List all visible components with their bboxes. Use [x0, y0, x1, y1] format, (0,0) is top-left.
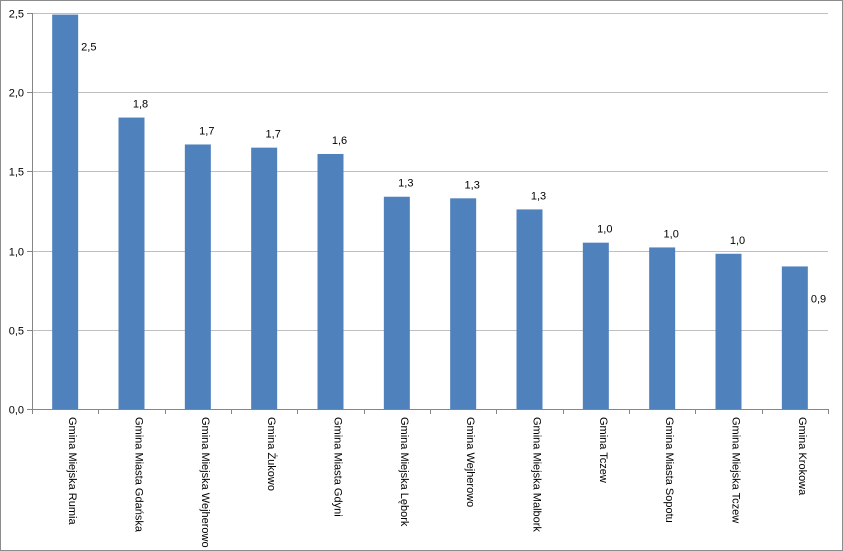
category-label: Gmina Miejska Wejherowo: [199, 417, 211, 548]
category-label: Gmina Tczew: [597, 417, 609, 483]
axes: [27, 13, 829, 414]
category-label: Gmina Miejska Tczew: [730, 417, 742, 523]
data-label: 1,7: [266, 129, 281, 141]
bar: [516, 209, 543, 409]
y-tick-label: 0,0: [9, 405, 24, 417]
bar: [383, 196, 410, 409]
y-tick-label: 2,0: [9, 88, 24, 100]
bar: [184, 144, 211, 410]
gridlines: [32, 13, 828, 331]
data-label: 1,3: [465, 179, 480, 191]
bar: [715, 253, 742, 409]
category-label: Gmina Miejska Lębork: [398, 417, 410, 527]
bar: [52, 14, 79, 410]
data-label: 1,0: [730, 235, 745, 247]
data-label: 1,3: [531, 190, 546, 202]
bar: [251, 147, 278, 409]
data-label: 1,3: [398, 178, 413, 190]
y-tick-label: 1,5: [9, 167, 24, 179]
category-label: Gmina Miejska Malbork: [531, 417, 543, 532]
category-label: Gmina Żukowo: [265, 417, 278, 491]
y-tick-label: 2,5: [9, 9, 24, 21]
y-tick-label: 0,5: [9, 326, 24, 338]
y-tick-label: 1,0: [9, 247, 24, 259]
category-label: Gmina Miejska Rumia: [66, 417, 78, 525]
category-labels: Gmina Miejska Rumia Gmina Miasta Gdańska G…: [66, 417, 808, 548]
data-labels: 2,5 1,8 1,7 1,7 1,6 1,3 1,3 1,3 1,0 1,0 1,0 0,9: [81, 42, 826, 306]
category-label: Gmina Miasta Sopotu: [663, 417, 675, 523]
category-label: Gmina Miasta Gdańska: [133, 417, 145, 533]
data-label: 1,0: [597, 224, 612, 236]
bar: [450, 198, 477, 409]
category-label: Gmina Miasta Gdyni: [332, 417, 344, 517]
y-tick-labels: 0,0 0,5 1,0 1,5 2,0 2,5: [9, 9, 24, 417]
bars: [52, 14, 808, 410]
data-label: 0,9: [811, 293, 826, 305]
data-label: 1,7: [199, 125, 214, 137]
data-label: 1,0: [664, 228, 679, 240]
bar: [118, 117, 145, 409]
category-label: Gmina Wejherowo: [464, 417, 476, 507]
bar: [781, 266, 808, 409]
data-label: 1,8: [133, 99, 148, 111]
bar: [582, 242, 609, 409]
data-label: 1,6: [332, 135, 347, 147]
bar: [649, 247, 676, 409]
bar: [317, 153, 344, 409]
data-label: 2,5: [81, 42, 96, 54]
category-label: Gmina Krokowa: [796, 417, 808, 496]
